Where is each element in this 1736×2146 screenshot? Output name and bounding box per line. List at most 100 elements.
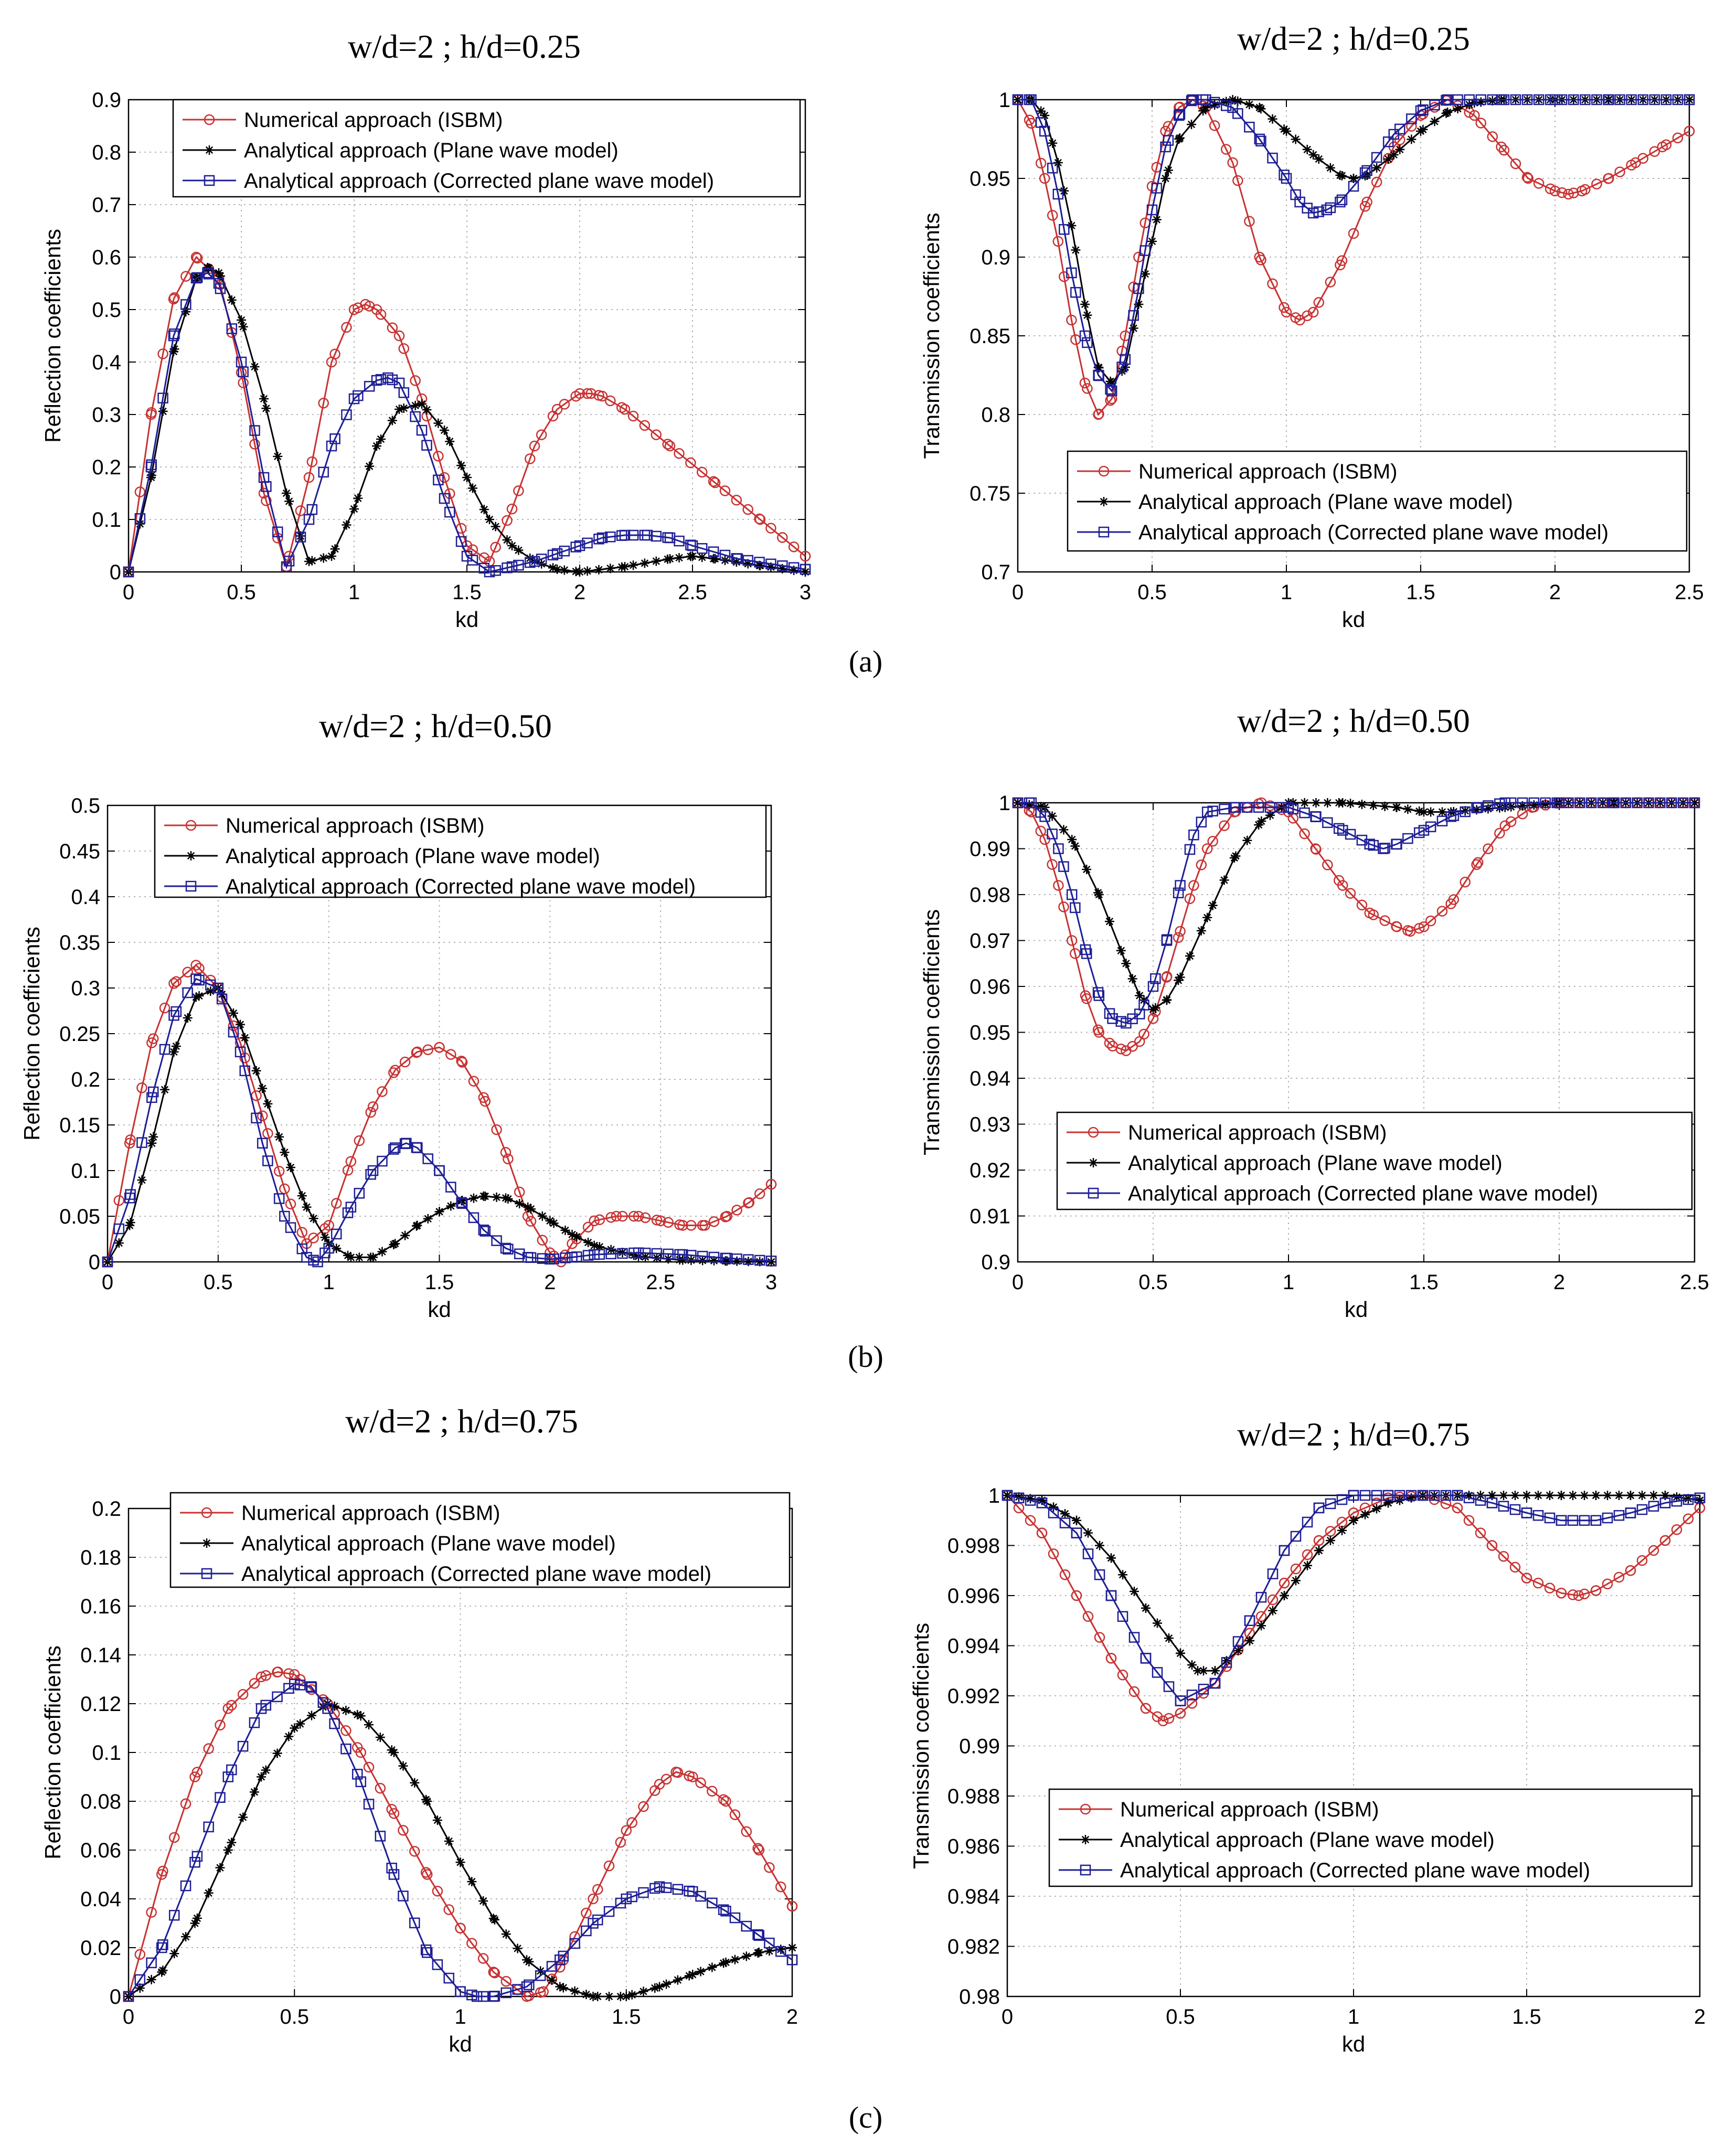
data-point [1152,215,1162,225]
y-tick-label: 1 [999,89,1010,112]
data-point [445,437,455,447]
data-point [617,1210,628,1222]
data-point-value [1254,103,1264,112]
data-point [501,1929,511,1939]
data-point-value [522,1252,534,1263]
y-tick-label: 0.1 [71,1160,100,1183]
data-point [1544,1512,1556,1524]
data-point-value [1684,125,1695,137]
data-point-value [282,488,291,498]
data-point-value [255,1703,267,1714]
data-point [1047,859,1058,870]
data-point-value [102,1256,113,1268]
legend: Numerical approach (ISBM) Analytical appr… [169,1492,791,1588]
legend-marker [204,114,215,125]
data-point [285,1222,296,1233]
data-point [1210,100,1220,110]
data-point [1556,94,1568,105]
data-point [284,496,294,506]
data-point-value [1576,185,1588,197]
y-tick-label: 0.95 [970,167,1010,190]
data-point [535,1970,546,1981]
y-tick-label: 0.988 [947,1785,1000,1808]
data-point [560,1252,571,1263]
data-point-value [1337,880,1348,891]
data-point-value [588,1893,599,1905]
data-point [250,362,260,371]
data-point [605,564,615,573]
data-point [1379,915,1390,926]
data-point [239,1065,250,1077]
data-point [741,1920,752,1932]
data-point-value [412,1220,422,1230]
legend-marker [186,851,196,860]
x-tick-label: 0 [1012,581,1024,604]
data-point-value [417,399,427,409]
data-point [1303,1560,1312,1570]
data-point-value [754,514,766,525]
data-point-value [235,1046,246,1058]
y-tick-label: 0.7 [92,194,121,217]
data-point [455,536,467,547]
data-point [1333,823,1345,834]
data-point-value [1202,912,1212,922]
data-point [559,565,569,575]
data-point-value [390,1239,400,1249]
legend: Numerical approach (ISBM) Analytical appr… [1056,1111,1693,1210]
data-point-value [1066,267,1077,279]
data-point [399,403,409,413]
data-point-value [1146,204,1158,216]
data-point-value [237,315,246,325]
data-point-value [1522,173,1534,184]
data-point [1463,1515,1475,1526]
data-point-value [1201,806,1213,817]
data-point-value [360,299,371,310]
data-point-value [1486,1497,1498,1508]
chart-title: w/d=2 ; h/d=0.25 [348,28,581,65]
data-point-value [348,393,360,405]
series-square [1002,1490,1706,1706]
data-point-value [168,293,179,305]
data-point [707,1786,718,1797]
data-point [1528,797,1540,809]
data-point [260,1670,271,1681]
legend-label: Analytical approach (Plane wave model) [244,139,619,162]
data-point [1244,121,1255,133]
data-point [1532,1510,1544,1521]
data-point [778,564,787,573]
data-point [1425,821,1436,833]
data-point [1128,1632,1140,1643]
x-tick-label: 0.5 [204,1271,233,1294]
data-point [672,1884,684,1895]
data-point [718,1904,729,1915]
data-point [651,1214,663,1226]
data-point-value [1134,1008,1145,1019]
data-point [1648,1545,1659,1556]
y-tick-label: 0.35 [59,931,100,954]
data-point [1059,825,1069,835]
data-point [615,1836,626,1848]
y-tick-label: 0.5 [71,794,100,817]
data-point [226,323,238,334]
data-point-value [1187,94,1198,105]
data-point [148,1132,158,1142]
data-point [1244,216,1255,227]
data-point-value [589,1215,600,1226]
data-point [353,1709,363,1719]
data-point [1313,297,1325,308]
data-point-value [1256,816,1266,826]
data-point [547,1975,557,1985]
data-point-value [1052,188,1064,200]
data-point-value [687,1771,698,1782]
y-tick-label: 0.9 [981,1251,1010,1274]
series-square [123,1678,798,2002]
data-point-value [1227,157,1238,168]
data-point-value [345,1202,357,1213]
data-point-value [506,503,518,515]
data-point-value [1391,921,1402,932]
data-point [422,1153,433,1164]
legend-marker [1080,1864,1091,1876]
data-point [263,1099,273,1109]
data-point-value [478,1191,488,1201]
data-point-value [1175,926,1186,937]
